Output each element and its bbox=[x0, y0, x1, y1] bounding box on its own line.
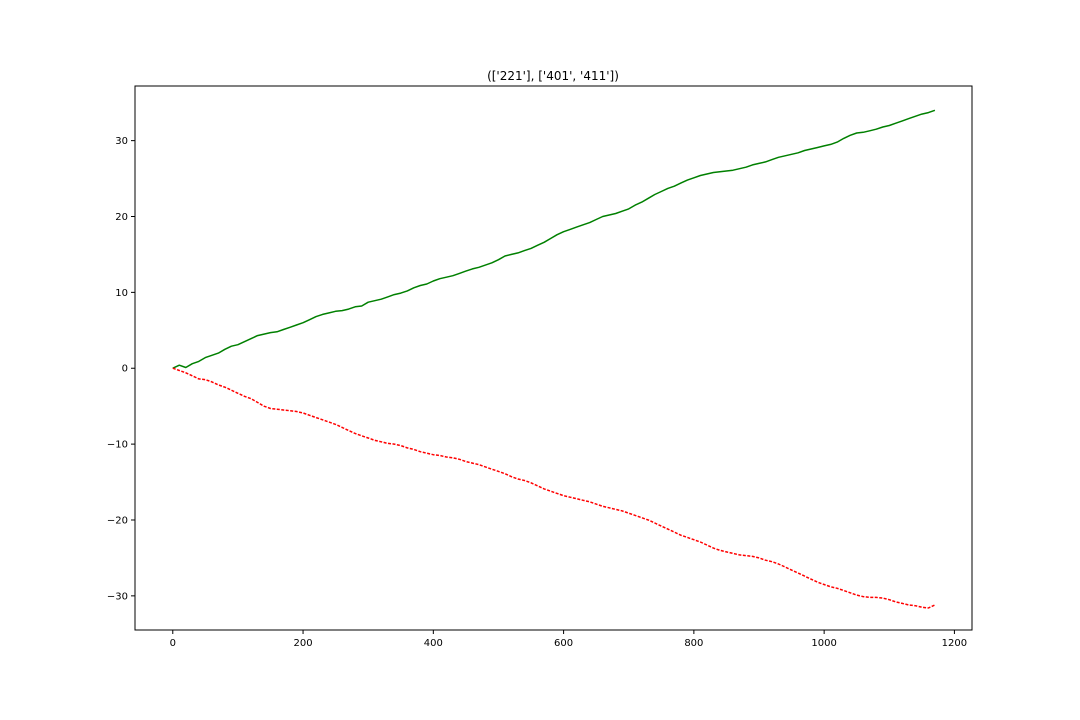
x-tick-label: 400 bbox=[424, 638, 443, 649]
x-tick-label: 1000 bbox=[811, 638, 836, 649]
y-tick-label: −20 bbox=[107, 515, 128, 526]
y-tick-label: 30 bbox=[115, 136, 128, 147]
series-line-2 bbox=[172, 367, 936, 609]
series-line-1 bbox=[172, 109, 936, 369]
y-tick-label: −30 bbox=[107, 591, 128, 602]
y-tick-label: 0 bbox=[122, 364, 128, 375]
x-tick-label: 1200 bbox=[942, 638, 967, 649]
y-axis: −30 −20 −10 0 10 20 30 bbox=[107, 136, 135, 602]
y-tick-label: 10 bbox=[115, 288, 128, 299]
x-tick-label: 0 bbox=[170, 638, 176, 649]
y-tick-label: 20 bbox=[115, 212, 128, 223]
x-tick-label: 600 bbox=[554, 638, 573, 649]
x-tick-label: 800 bbox=[684, 638, 703, 649]
chart-title: (['221'], ['401', '411']) bbox=[487, 69, 619, 83]
plot-area bbox=[134, 85, 973, 631]
x-axis: 0 200 400 600 800 1000 1200 bbox=[170, 630, 967, 649]
x-tick-label: 200 bbox=[294, 638, 313, 649]
series-layer bbox=[172, 109, 936, 609]
y-tick-label: −10 bbox=[107, 440, 128, 451]
